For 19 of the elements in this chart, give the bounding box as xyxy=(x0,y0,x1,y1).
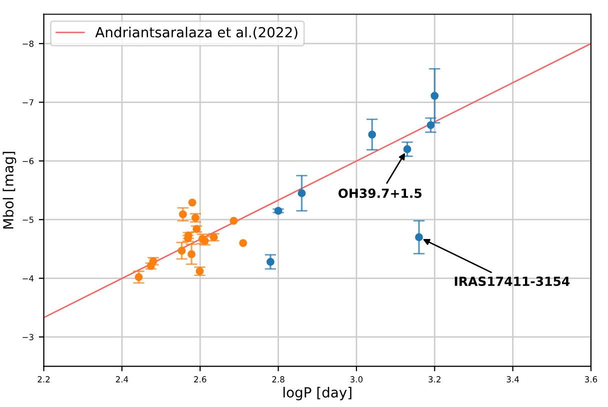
x-tick-label: 2.4 xyxy=(116,376,128,382)
y-tick-label: −3 xyxy=(22,334,34,340)
x-tick-label: 2.8 xyxy=(272,376,284,382)
y-tick-label: −5 xyxy=(22,216,34,223)
x-tick-label: 3.4 xyxy=(506,376,519,382)
y-axis-title: Mbol [mag] xyxy=(2,152,16,229)
x-axis-title: logP [day] xyxy=(284,386,352,400)
annotation: IRAS17411-3154 xyxy=(454,276,570,286)
x-tick-label: 3.2 xyxy=(428,376,440,382)
y-tick-label: −7 xyxy=(22,99,34,106)
y-tick-label: −8 xyxy=(22,40,34,47)
y-tick-label: −4 xyxy=(22,275,34,282)
x-tick-label: 2.6 xyxy=(194,376,206,382)
annotation: OH39.7+1.5 xyxy=(338,188,422,198)
x-tick-label: 3.0 xyxy=(350,376,363,382)
legend-label: Andriantsaralaza et al.(2022) xyxy=(95,26,298,40)
y-tick-label: −6 xyxy=(22,158,34,164)
x-tick-label: 2.2 xyxy=(38,376,50,382)
x-tick-label: 3.6 xyxy=(584,376,598,382)
